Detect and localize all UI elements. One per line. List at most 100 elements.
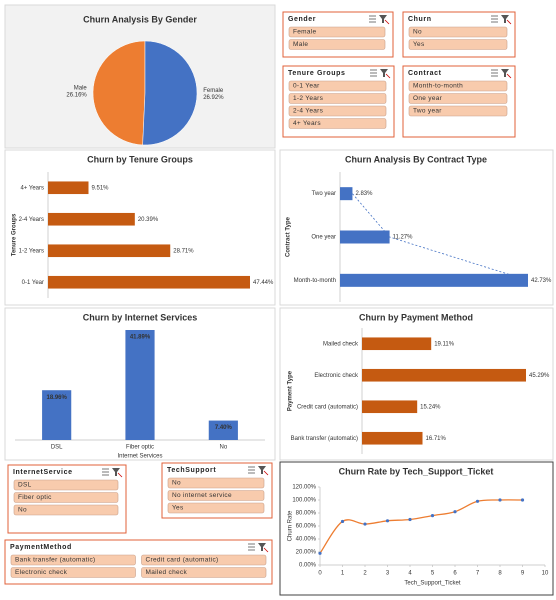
- y-tick-label: 0.00%: [299, 563, 317, 569]
- slicer-item-label[interactable]: Yes: [172, 505, 184, 512]
- clear-filter-icon[interactable]: [501, 15, 512, 25]
- clear-filter-icon[interactable]: [380, 69, 391, 79]
- multi-select-icon[interactable]: [102, 468, 109, 476]
- category-label: Electronic check: [314, 373, 359, 379]
- y-axis-label: Churn Rate: [288, 510, 294, 541]
- x-tick-label: 4: [408, 571, 412, 577]
- slicer-item-label[interactable]: No: [413, 29, 422, 36]
- x-tick-label: 5: [431, 571, 435, 577]
- category-label: One year: [311, 235, 336, 241]
- icon-funnel: [258, 543, 266, 551]
- bar: [362, 337, 432, 351]
- slicer-item-label[interactable]: Electronic check: [15, 569, 68, 576]
- slicer-item-label[interactable]: One year: [413, 95, 443, 102]
- slicer-item[interactable]: [10, 567, 136, 578]
- slicer-item[interactable]: [408, 105, 508, 117]
- slicer-item-label[interactable]: 1-2 Years: [293, 95, 324, 102]
- clear-filter-icon[interactable]: [258, 466, 269, 476]
- slicer-item-label[interactable]: DSL: [18, 482, 32, 489]
- bar: [340, 230, 390, 244]
- slicer-item-label[interactable]: Bank transfer (automatic): [15, 557, 95, 564]
- category-label: Mailed check: [323, 341, 359, 347]
- slicer-item[interactable]: [13, 479, 119, 491]
- x-tick-label: 7: [476, 571, 480, 577]
- slicer-item-label[interactable]: 4+ Years: [293, 120, 321, 127]
- multi-select-icon[interactable]: [491, 69, 498, 77]
- icon-stroke: [506, 19, 512, 25]
- slicer-item[interactable]: [408, 26, 508, 38]
- slicer-item-label[interactable]: Fiber optic: [18, 494, 52, 501]
- slicer-item[interactable]: [141, 554, 267, 566]
- value-label: 42.73%: [531, 278, 552, 284]
- value-label: 15.24%: [420, 404, 441, 410]
- slicer-item[interactable]: [288, 39, 386, 50]
- slicer-title: Tenure Groups: [288, 70, 345, 77]
- slicer-item[interactable]: [288, 26, 386, 38]
- slicer-item[interactable]: [167, 477, 265, 489]
- multi-select-icon[interactable]: [248, 543, 255, 551]
- slicer-item[interactable]: [408, 80, 508, 92]
- slicer-item-label[interactable]: Mailed check: [146, 569, 188, 576]
- slicer-item-label[interactable]: No internet service: [172, 492, 232, 499]
- icon-stroke: [506, 73, 512, 79]
- bar: [362, 400, 418, 414]
- slicer-item[interactable]: [288, 118, 387, 129]
- category-label: Two year: [312, 191, 336, 197]
- category-label: DSL: [51, 445, 63, 451]
- slicer-item-label[interactable]: Month-to-month: [413, 83, 463, 90]
- slicer-item[interactable]: [288, 80, 387, 92]
- clear-filter-icon[interactable]: [501, 69, 512, 79]
- chart-panel: [279, 461, 554, 596]
- slicer-item-label[interactable]: 0-1 Year: [293, 83, 320, 90]
- slicer-item-label[interactable]: No: [18, 507, 27, 514]
- category-label: Month-to-month: [294, 278, 336, 284]
- slicer-item[interactable]: [141, 567, 267, 578]
- clear-filter-icon[interactable]: [258, 543, 269, 553]
- slicer-item[interactable]: [408, 39, 508, 50]
- slicer-item-label[interactable]: No: [172, 480, 181, 487]
- x-tick-label: 9: [521, 571, 525, 577]
- slicer-item-label[interactable]: Two year: [413, 108, 442, 115]
- value-label: 7.40%: [215, 425, 233, 431]
- bar: [48, 244, 171, 258]
- slicer-item-label[interactable]: Credit card (automatic): [146, 557, 219, 564]
- icon-funnel: [501, 15, 509, 23]
- slicer-item[interactable]: [288, 93, 387, 104]
- multi-select-icon[interactable]: [491, 15, 498, 23]
- slicer-item-label[interactable]: 2-4 Years: [293, 108, 324, 115]
- marker: [430, 514, 435, 518]
- slicer-item[interactable]: [10, 554, 136, 566]
- slice-value-label: 26.92%: [203, 95, 224, 101]
- slicer-title: TechSupport: [167, 467, 216, 474]
- slicer-item-label[interactable]: Female: [293, 29, 317, 36]
- slicer-item[interactable]: [167, 490, 265, 501]
- slicer-item[interactable]: [167, 502, 265, 514]
- pie-slice: [142, 40, 198, 146]
- pie-slice: [92, 40, 146, 146]
- x-axis-label: Tech_Support_Ticket: [404, 581, 460, 587]
- chart-title: Churn by Payment Method: [359, 312, 473, 322]
- slicer-item[interactable]: [288, 105, 387, 117]
- clear-filter-icon[interactable]: [379, 15, 390, 25]
- slicer-item[interactable]: [13, 504, 119, 516]
- slicer-item-label[interactable]: Yes: [413, 41, 425, 48]
- category-label: 1-2 Years: [19, 248, 44, 254]
- y-tick-label: 60.00%: [296, 524, 317, 530]
- icon-funnel: [112, 468, 120, 476]
- clear-filter-icon[interactable]: [112, 468, 123, 478]
- chart-panel: [279, 307, 554, 461]
- slicer-title: InternetService: [13, 469, 73, 476]
- multi-select-icon[interactable]: [370, 69, 377, 77]
- multi-select-icon[interactable]: [248, 466, 255, 474]
- slicer-title: PaymentMethod: [10, 544, 72, 551]
- slicer-item[interactable]: [408, 93, 508, 104]
- multi-select-icon[interactable]: [369, 15, 376, 23]
- slicer-title: Contract: [408, 70, 442, 77]
- y-tick-label: 20.00%: [296, 550, 317, 556]
- bar: [340, 273, 528, 287]
- category-label: Fiber optic: [126, 445, 154, 451]
- marker: [385, 519, 390, 523]
- slicer-item-label[interactable]: Male: [293, 41, 308, 48]
- slicer-item[interactable]: [13, 492, 119, 503]
